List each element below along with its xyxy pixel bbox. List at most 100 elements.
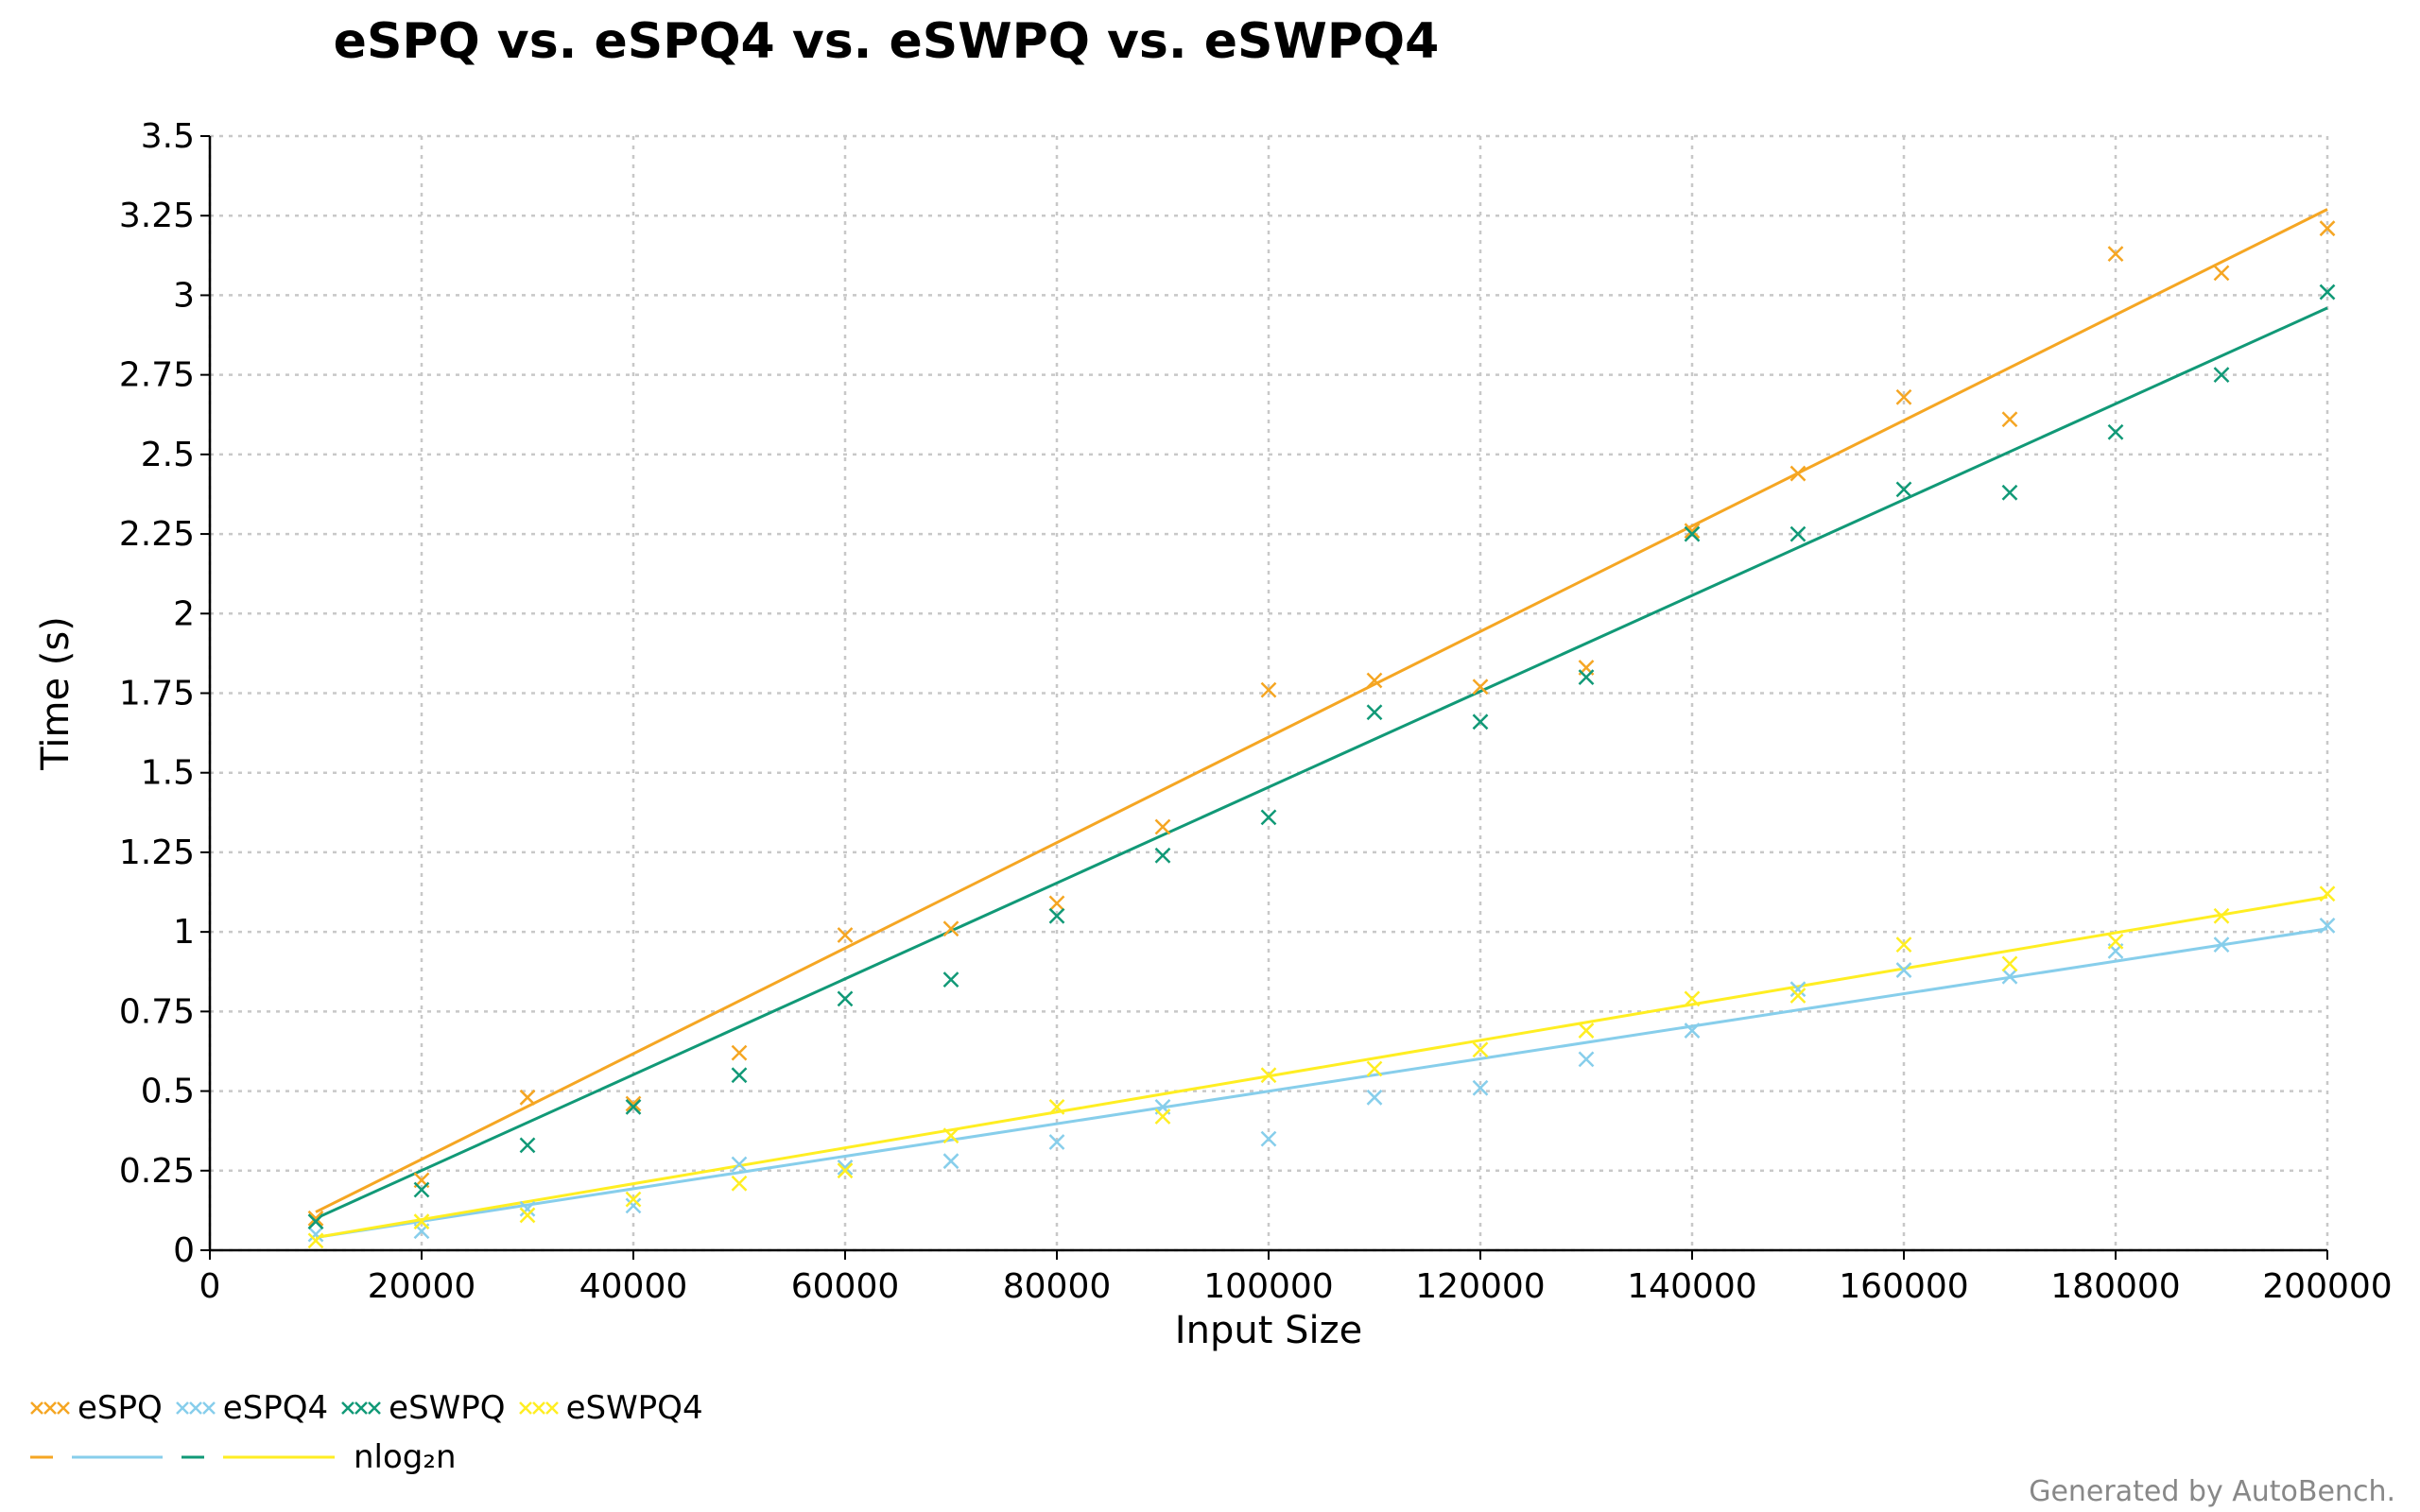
point-espq [1154,818,1171,835]
y-tick-label: 3 [173,276,195,315]
grid-lines [208,134,2329,1252]
legend-item-eswpq: eSWPQ [341,1389,506,1427]
point-eswpq4 [1154,1108,1171,1125]
y-tick-label: 1.25 [119,833,195,872]
point-espq [1895,388,1912,405]
x-tick-label: 120000 [1415,1267,1545,1306]
x-tick-label: 180000 [2050,1267,2180,1306]
legend-marker-eswpq4 [518,1401,559,1415]
x-tick-label: 20000 [368,1267,476,1306]
point-eswpq [1154,847,1171,864]
point-espq [1366,672,1383,689]
point-eswpq [2213,367,2230,384]
point-eswpq [1048,907,1065,924]
legend-label-espq: eSPQ [78,1389,163,1427]
legend-item-espq4: eSPQ4 [175,1389,328,1427]
x-tick-label: 140000 [1627,1267,1756,1306]
x-tick-label: 80000 [1003,1267,1112,1306]
legend-marker-eswpq [341,1401,382,1415]
point-espq [837,927,854,943]
fit-line-eswpq4 [315,895,2328,1240]
legend-fit-swatch-eswpq [182,1455,204,1459]
point-eswpq4 [1895,936,1912,954]
point-eswpq4 [837,1162,854,1179]
point-eswpq4 [625,1191,642,1208]
legend-fit-swatch-espq4 [72,1455,163,1459]
point-espq [942,920,959,937]
chart-title: eSPQ vs. eSPQ4 vs. eSWPQ vs. eSWPQ4 [333,13,1440,70]
fit-line-espq [315,208,2328,1213]
point-eswpq [307,1213,324,1230]
point-eswpq4 [1260,1067,1277,1084]
point-espq4 [519,1200,536,1217]
axes [200,135,2328,1260]
point-espq4 [1366,1089,1383,1106]
y-tick-label: 1.75 [119,675,195,713]
point-eswpq4 [1684,990,1701,1007]
y-tick-label: 1.5 [141,754,195,793]
point-eswpq [413,1181,430,1198]
point-espq [519,1089,536,1106]
point-eswpq [1366,704,1383,721]
point-eswpq4 [413,1213,430,1230]
point-eswpq [1789,525,1806,542]
point-espq4 [1789,981,1806,998]
y-tick-label: 0.5 [141,1073,195,1111]
legend-fit-swatch-eswpq4 [223,1455,335,1459]
x-tick-label: 40000 [579,1267,688,1306]
point-espq4 [1260,1130,1277,1147]
fit-line-espq4 [315,927,2328,1240]
y-tick-label: 2.5 [141,436,195,474]
point-eswpq [1578,669,1595,686]
point-espq4 [837,1160,854,1176]
point-eswpq4 [2213,907,2230,924]
point-eswpq [1895,481,1912,498]
point-eswpq [2001,484,2018,501]
point-eswpq [731,1067,748,1084]
point-espq [1684,523,1701,540]
point-espq [625,1095,642,1112]
legend-item-espq: eSPQ [30,1389,163,1427]
point-eswpq4 [2107,933,2124,950]
axis-labels: 0 20000 40000 60000 80000 100000 120000 140000 1… [34,117,2393,1352]
y-tick-label: 0.75 [119,992,195,1031]
y-tick-label: 0 [173,1231,195,1270]
point-eswpq [625,1099,642,1115]
point-espq4 [1578,1051,1595,1068]
point-espq4 [2319,918,2336,934]
point-espq [1048,895,1065,912]
x-tick-label: 160000 [1839,1267,1968,1306]
legend-item-eswpq4: eSWPQ4 [518,1389,703,1427]
legend-fit-label: nlog₂n [354,1438,457,1476]
y-tick-label: 3.25 [119,197,195,235]
legend-marker-espq4 [175,1401,216,1415]
point-espq [2001,411,2018,428]
point-espq [2213,265,2230,282]
point-espq4 [731,1156,748,1173]
point-espq4 [2001,968,2018,985]
point-espq [2319,220,2336,237]
point-espq4 [942,1153,959,1170]
x-tick-label: 200000 [2262,1267,2392,1306]
legend-fit-row: nlog₂n [30,1438,457,1476]
point-eswpq [519,1137,536,1154]
point-eswpq4 [2001,955,2018,972]
y-tick-label: 2.75 [119,356,195,395]
point-eswpq [2319,284,2336,301]
point-eswpq4 [1048,1099,1065,1115]
point-eswpq [837,990,854,1007]
y-tick-label: 2.25 [119,515,195,554]
point-espq [1472,679,1489,696]
point-eswpq [2107,423,2124,440]
footer-note: Generated by AutoBench. [2029,1475,2395,1508]
data-points [307,220,2336,1249]
point-eswpq4 [1472,1041,1489,1058]
point-eswpq4 [1789,988,1806,1004]
y-tick-label: 3.5 [141,117,195,156]
point-eswpq4 [1578,1022,1595,1039]
legend-label-eswpq: eSWPQ [389,1389,506,1427]
fit-lines [315,208,2328,1240]
point-espq4 [307,1226,324,1243]
point-eswpq [942,971,959,988]
